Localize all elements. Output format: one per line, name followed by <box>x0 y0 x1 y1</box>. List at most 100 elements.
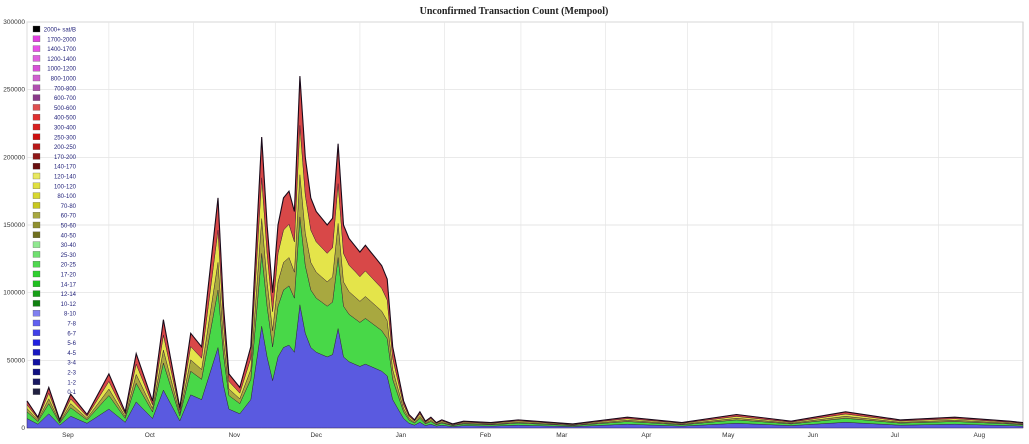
legend-swatch <box>32 104 41 111</box>
legend-label: 60-70 <box>61 214 77 220</box>
legend-label: 1400-1700 <box>47 47 76 53</box>
legend-label: 0-1 <box>67 390 76 396</box>
legend-swatch <box>32 182 41 189</box>
x-tick-label: Mar <box>556 432 568 439</box>
legend-swatch <box>32 329 41 336</box>
legend-label: 6-7 <box>67 331 76 337</box>
x-tick-label: Jul <box>891 432 900 439</box>
legend-swatch <box>32 25 41 33</box>
legend-label: 200-250 <box>54 145 77 151</box>
x-tick-label: Sep <box>62 432 74 439</box>
legend-label: 1700-2000 <box>47 37 76 43</box>
legend-label: 30-40 <box>61 243 77 249</box>
legend-label: 1-2 <box>67 380 76 386</box>
legend-label: 50-60 <box>61 224 77 230</box>
x-tick-label: Oct <box>145 432 155 439</box>
legend-label: 4-5 <box>67 351 76 357</box>
legend-swatch <box>32 368 41 376</box>
legend-label: 14-17 <box>61 282 77 288</box>
x-tick-label: Feb <box>480 432 492 439</box>
x-tick-label: Jun <box>808 432 819 439</box>
legend-label: 40-50 <box>61 233 77 239</box>
legend-swatch <box>32 290 41 297</box>
y-tick-label: 100000 <box>3 290 25 297</box>
legend-label: 5-6 <box>67 341 76 347</box>
legend-swatch <box>32 251 41 258</box>
y-tick-label: 150000 <box>3 222 25 229</box>
legend-swatch <box>32 300 41 307</box>
x-tick-label: May <box>722 432 735 439</box>
legend-label: 25-30 <box>61 253 77 259</box>
legend-swatch <box>32 221 41 229</box>
legend-label: 1000-1200 <box>47 67 76 73</box>
legend-swatch <box>32 65 41 72</box>
y-tick-label: 50000 <box>7 357 25 364</box>
legend-swatch <box>32 35 41 42</box>
legend-label: 100-120 <box>54 184 77 190</box>
legend-swatch <box>32 270 41 278</box>
legend-swatch <box>32 172 41 180</box>
legend-label: 1200-1400 <box>47 57 76 63</box>
legend: 2000+ sat/B 1700-2000 1400-1700 1200-1400 10… <box>32 25 77 396</box>
legend-swatch <box>32 241 41 248</box>
stacked-areas <box>26 76 1024 429</box>
legend-swatch <box>32 94 41 101</box>
legend-label: 80-100 <box>57 194 76 200</box>
x-tick-label: Jan <box>396 432 407 439</box>
legend-label: 500-600 <box>54 106 77 112</box>
legend-swatch <box>32 84 41 91</box>
legend-swatch <box>32 359 41 366</box>
y-tick-label: 200000 <box>3 154 25 161</box>
x-tick-label: Nov <box>229 432 241 439</box>
legend-swatch <box>32 153 41 160</box>
legend-swatch <box>32 163 41 170</box>
legend-swatch <box>32 114 41 121</box>
chart-title: Unconfirmed Transaction Count (Mempool) <box>420 6 609 17</box>
y-tick-label: 250000 <box>3 87 25 94</box>
legend-swatch <box>32 280 41 287</box>
legend-swatch <box>32 143 41 150</box>
legend-label: 600-700 <box>54 96 77 102</box>
legend-swatch <box>32 349 41 356</box>
legend-label: 17-20 <box>61 273 77 279</box>
y-axis-ticks: 0 50000 100000 150000 200000 250000 300000 <box>3 19 25 432</box>
legend-swatch <box>32 310 41 317</box>
x-tick-label: Dec <box>310 432 322 439</box>
legend-label: 12-14 <box>61 292 77 298</box>
legend-swatch <box>32 261 41 268</box>
total-outline <box>26 76 1024 425</box>
legend-swatch <box>32 319 41 327</box>
legend-label: 2-3 <box>67 371 76 377</box>
legend-label: 10-12 <box>61 302 77 308</box>
legend-label: 8-10 <box>64 312 77 318</box>
y-tick-label: 300000 <box>3 19 25 26</box>
legend-swatch <box>32 202 41 209</box>
legend-label: 250-300 <box>54 135 77 141</box>
legend-swatch <box>32 212 41 219</box>
legend-swatch <box>32 192 41 199</box>
y-tick-label: 0 <box>21 425 25 432</box>
legend-swatch <box>32 231 41 238</box>
legend-swatch <box>32 123 41 131</box>
x-axis-ticks: Sep Oct Nov Dec Jan Feb Mar Apr May Jun Jul Aug <box>62 432 985 439</box>
legend-swatch <box>32 388 41 395</box>
legend-label: 170-200 <box>54 155 77 161</box>
legend-swatch <box>32 378 41 385</box>
legend-swatch <box>32 133 41 140</box>
legend-label: 140-170 <box>54 165 77 171</box>
legend-swatch <box>32 45 41 52</box>
legend-swatch <box>32 74 41 82</box>
legend-label: 7-8 <box>67 322 76 328</box>
legend-swatch <box>32 339 41 346</box>
legend-label: 70-80 <box>61 204 77 210</box>
legend-label: 400-500 <box>54 116 77 122</box>
legend-swatch <box>32 55 41 62</box>
legend-label: 20-25 <box>61 263 77 269</box>
legend-label: 2000+ sat/B <box>44 28 76 34</box>
legend-label: 120-140 <box>54 175 77 181</box>
legend-label: 300-400 <box>54 126 77 132</box>
legend-label: 800-1000 <box>51 77 77 83</box>
x-tick-label: Apr <box>641 432 652 439</box>
x-tick-label: Aug <box>974 432 986 439</box>
